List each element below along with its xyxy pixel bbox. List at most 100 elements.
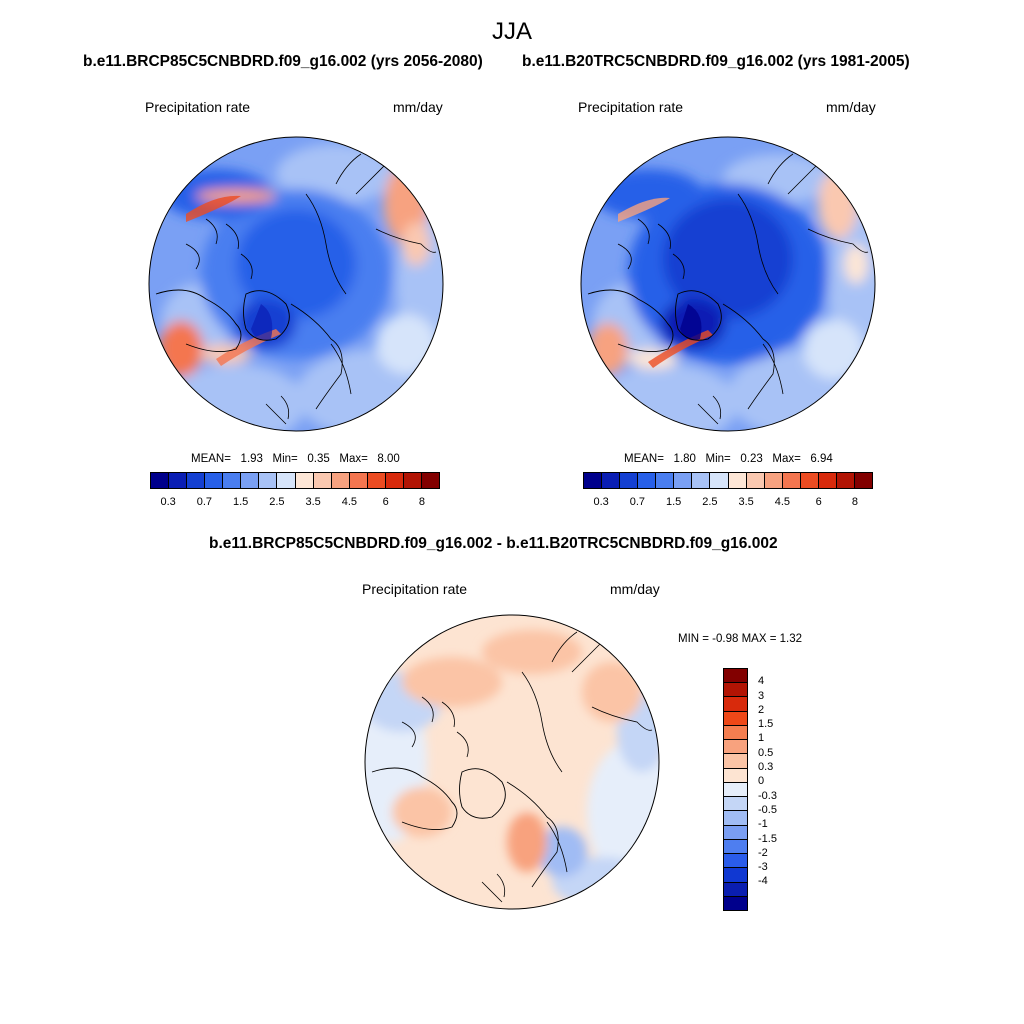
diff-colorbar-tick-label: 4: [758, 675, 765, 688]
panel2-colorbar-tick-label: 0.3: [593, 496, 609, 508]
diff-unit-label: mm/day: [610, 581, 660, 597]
diff-colorbar-tick-label: -0.3: [758, 789, 777, 802]
panel2-colorbar-swatch: [656, 473, 675, 488]
diff-polar-map: [364, 614, 660, 910]
panel1-mean-value: 1.93: [240, 453, 263, 465]
diff-colorbar-swatch: [724, 683, 747, 698]
panel2-colorbar-tick-label: 6: [815, 496, 822, 508]
diff-minmax: MIN = -0.98 MAX = 1.32: [678, 633, 803, 645]
diff-colorbar-swatch: [724, 797, 747, 812]
panel2-colorbar-swatch: [746, 473, 765, 488]
diff-colorbar-swatch: [724, 768, 747, 783]
diff-colorbar-tick-label: -4: [758, 875, 768, 888]
panel1-colorbar-swatch: [205, 473, 224, 488]
diff-colorbar-tick-label: -1.5: [758, 832, 777, 845]
diff-colorbar-tick-label: -2: [758, 846, 768, 859]
diff-variable-label: Precipitation rate: [362, 581, 468, 597]
panel2-colorbar-swatch: [800, 473, 819, 488]
diff-colorbar-tick-label: 0.5: [758, 746, 774, 759]
panel2-colorbar-swatch: [710, 473, 729, 488]
panel2-max-label: Max=: [772, 453, 801, 465]
panel1-colorbar-tick-label: 0.7: [196, 496, 213, 508]
panel1-stats: MEAN= 1.93 Min= 0.35 Max= 8.00: [191, 453, 400, 465]
diff-colorbar-tick-label: -1: [758, 818, 768, 831]
diff-colorbar-tick-label: 1: [758, 732, 765, 745]
panel1-colorbar-tick-label: 4.5: [341, 496, 358, 508]
diff-colorbar-swatch: [724, 697, 747, 712]
panel1-colorbar-swatch: [223, 473, 242, 488]
panel2-colorbar-tick-label: 4.5: [774, 496, 791, 508]
panel1-colorbar-tick-label: 6: [382, 496, 389, 508]
panel2-title: b.e11.B20TRC5CNBDRD.f09_g16.002 (yrs 198…: [522, 53, 910, 70]
panel1-colorbar-swatch: [151, 473, 170, 488]
panel2-mean-label: MEAN=: [624, 453, 664, 465]
panel1-unit-label: mm/day: [393, 99, 443, 115]
panel2-colorbar-swatch: [764, 473, 783, 488]
panel1-colorbar-swatch: [277, 473, 296, 488]
diff-colorbar-swatch: [724, 711, 747, 726]
diff-colorbar-swatch: [724, 725, 747, 741]
diff-colorbar-tick-label: 3: [758, 689, 765, 702]
diff-colorbar-swatch: [724, 896, 747, 910]
diff-colorbar: [723, 668, 748, 911]
diff-colorbar-swatch: [724, 854, 747, 869]
panel1-title: b.e11.BRCP85C5CNBDRD.f09_g16.002 (yrs 20…: [83, 53, 483, 70]
panel2-max-value: 6.94: [810, 453, 833, 465]
panel1-colorbar-swatch: [241, 473, 260, 488]
figure-title: JJA: [491, 18, 532, 45]
diff-colorbar-swatch: [724, 754, 747, 769]
diff-colorbar-tick-label: -3: [758, 861, 768, 874]
panel1-colorbar-swatch: [403, 473, 422, 488]
panel1-polar-map: [148, 136, 444, 432]
panel2-colorbar-tick-label: 2.5: [702, 496, 718, 508]
panel2-colorbar-swatch: [818, 473, 837, 488]
diff-colorbar-tick-label: -0.5: [758, 803, 777, 816]
panel1-colorbar-tick-label: 0.3: [160, 496, 176, 508]
diff-colorbar-tick-label: 2: [758, 703, 765, 716]
panel2-mean-value: 1.80: [673, 453, 696, 465]
panel1-colorbar-swatch: [349, 473, 368, 488]
panel1-variable-label: Precipitation rate: [145, 99, 251, 115]
panel1-colorbar: [150, 472, 440, 489]
diff-colorbar-swatch: [724, 740, 747, 755]
panel2-colorbar-tick-label: 8: [851, 496, 858, 508]
panel1-mean-label: MEAN=: [191, 453, 231, 465]
diff-colorbar-tick-label: 1.5: [758, 718, 774, 731]
diff-colorbar-tick-label: 0.3: [758, 761, 774, 774]
panel1-max-label: Max=: [339, 453, 368, 465]
panel1-colorbar-swatch: [385, 473, 404, 488]
diff-colorbar-swatch: [724, 868, 747, 883]
panel1-colorbar-tick-label: 8: [418, 496, 425, 508]
panel2-min-label: Min=: [705, 453, 731, 465]
panel1-max-value: 8.00: [377, 453, 400, 465]
panel1-colorbar-swatch: [331, 473, 350, 488]
panel2-colorbar-swatch: [692, 473, 711, 488]
panel1-colorbar-swatch: [313, 473, 332, 488]
panel1-min-value: 0.35: [307, 453, 330, 465]
panel2-polar-map: [580, 136, 876, 432]
panel1-colorbar-tick-label: 3.5: [305, 496, 321, 508]
panel2-colorbar-swatch: [674, 473, 693, 488]
panel1-colorbar-swatch: [169, 473, 188, 488]
panel2-variable-label: Precipitation rate: [578, 99, 684, 115]
panel2-colorbar-swatch: [836, 473, 855, 488]
diff-colorbar-swatch: [724, 782, 747, 798]
panel2-colorbar-swatch: [602, 473, 621, 488]
panel2-colorbar-swatch: [782, 473, 801, 488]
panel2-colorbar-swatch: [638, 473, 657, 488]
diff-colorbar-swatch: [724, 825, 747, 840]
diff-colorbar-tick-label: 0: [758, 775, 765, 788]
panel1-colorbar-swatch: [367, 473, 386, 488]
panel2-colorbar-swatch: [728, 473, 747, 488]
panel2-colorbar: [583, 472, 873, 489]
panel2-colorbar-tick-label: 3.5: [738, 496, 754, 508]
panel2-stats: MEAN= 1.80 Min= 0.23 Max= 6.94: [624, 453, 833, 465]
panel2-colorbar-tick-label: 0.7: [629, 496, 646, 508]
panel1-colorbar-swatch: [421, 473, 439, 488]
diff-colorbar-swatch: [724, 811, 747, 826]
panel1-colorbar-swatch: [187, 473, 206, 488]
panel2-colorbar-tick-label: 1.5: [665, 496, 682, 508]
diff-colorbar-swatch: [724, 882, 747, 897]
panel2-colorbar-swatch: [620, 473, 639, 488]
diff-panel-title: b.e11.BRCP85C5CNBDRD.f09_g16.002 - b.e11…: [209, 535, 778, 552]
